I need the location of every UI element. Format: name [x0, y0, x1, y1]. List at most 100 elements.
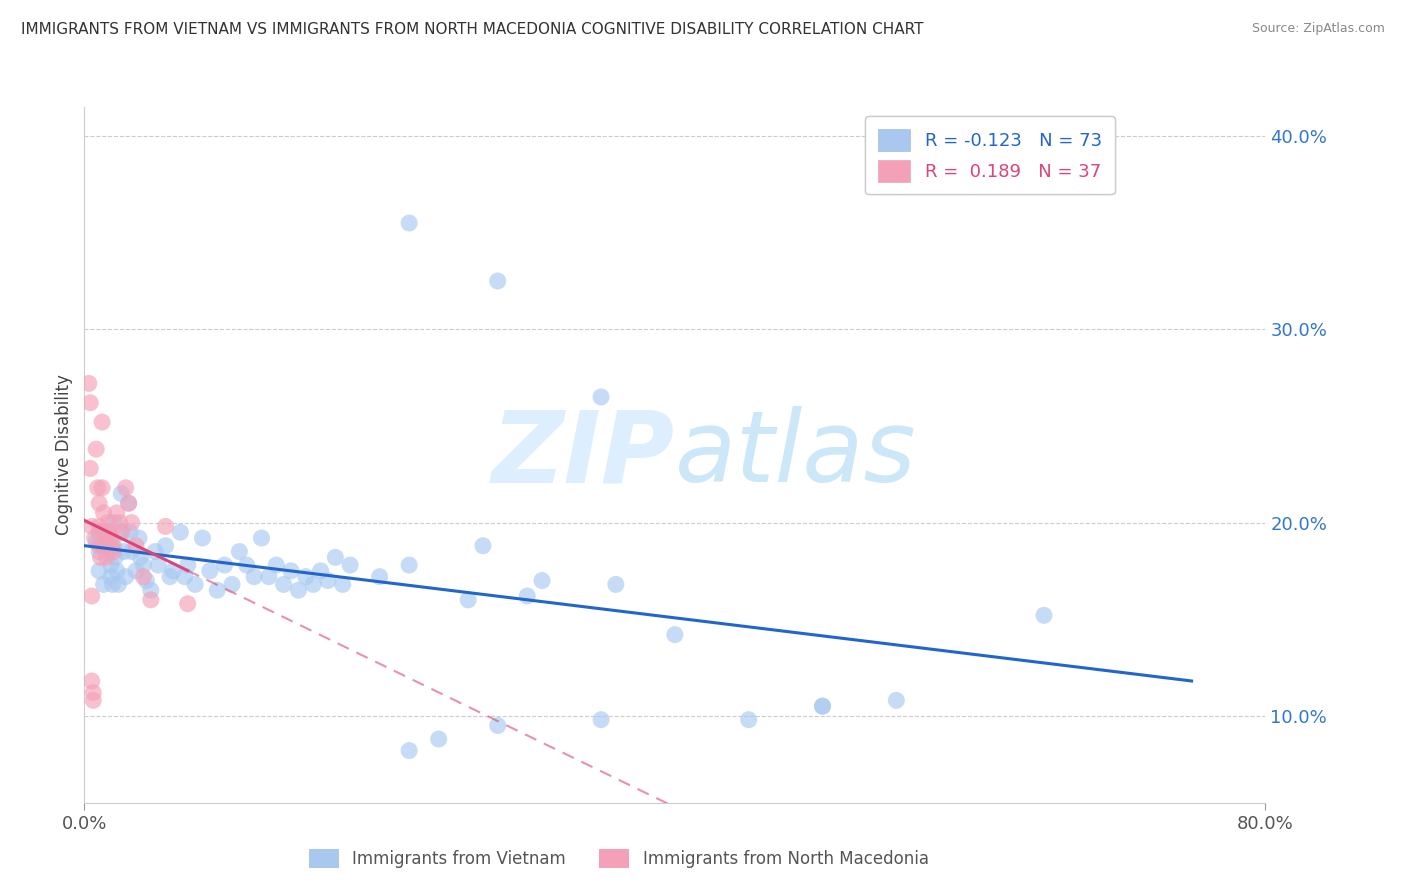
Point	[177, 597, 200, 611]
Point	[309, 564, 332, 578]
Point	[105, 506, 128, 520]
Point	[886, 693, 908, 707]
Point	[125, 564, 148, 578]
Point	[84, 442, 107, 456]
Point	[90, 550, 112, 565]
Point	[221, 577, 243, 591]
Point	[132, 558, 155, 573]
Point	[257, 570, 280, 584]
Point	[125, 539, 148, 553]
Point	[103, 539, 125, 553]
Point	[84, 534, 107, 549]
Point	[91, 415, 114, 429]
Point	[169, 525, 191, 540]
Point	[98, 525, 121, 540]
Point	[605, 577, 627, 591]
Text: Source: ZipAtlas.com: Source: ZipAtlas.com	[1251, 22, 1385, 36]
Text: ZIP: ZIP	[492, 407, 675, 503]
Point	[79, 395, 101, 409]
Point	[94, 539, 117, 553]
Point	[132, 570, 155, 584]
Text: atlas: atlas	[675, 407, 917, 503]
Point	[110, 486, 132, 500]
Point	[96, 550, 118, 565]
Point	[107, 577, 129, 591]
Point	[77, 376, 100, 391]
Point	[339, 558, 361, 573]
Point	[811, 699, 834, 714]
Point	[128, 531, 150, 545]
Point	[148, 558, 170, 573]
Point	[114, 481, 136, 495]
Point	[101, 577, 124, 591]
Point	[97, 516, 120, 530]
Point	[207, 583, 229, 598]
Point	[121, 544, 143, 558]
Point	[86, 481, 108, 495]
Point	[139, 592, 162, 607]
Point	[111, 525, 134, 540]
Point	[664, 628, 686, 642]
Point	[398, 558, 420, 573]
Point	[398, 216, 420, 230]
Point	[486, 274, 509, 288]
Point	[93, 577, 115, 591]
Point	[79, 461, 101, 475]
Point	[135, 574, 157, 588]
Point	[1033, 608, 1056, 623]
Point	[118, 496, 141, 510]
Point	[80, 589, 103, 603]
Point	[100, 570, 122, 584]
Point	[191, 531, 214, 545]
Point	[87, 519, 111, 533]
Point	[427, 731, 450, 746]
Point	[112, 544, 135, 558]
Point	[83, 531, 105, 545]
Y-axis label: Cognitive Disability: Cognitive Disability	[55, 375, 73, 535]
Point	[155, 519, 177, 533]
Point	[97, 531, 120, 545]
Point	[516, 589, 538, 603]
Point	[114, 570, 136, 584]
Point	[591, 713, 613, 727]
Point	[811, 699, 834, 714]
Point	[91, 539, 114, 553]
Point	[332, 577, 354, 591]
Point	[236, 558, 259, 573]
Point	[87, 496, 111, 510]
Text: IMMIGRANTS FROM VIETNAM VS IMMIGRANTS FROM NORTH MACEDONIA COGNITIVE DISABILITY : IMMIGRANTS FROM VIETNAM VS IMMIGRANTS FR…	[21, 22, 924, 37]
Point	[295, 570, 318, 584]
Point	[266, 558, 288, 573]
Point	[118, 496, 141, 510]
Point	[87, 544, 111, 558]
Point	[159, 570, 181, 584]
Point	[398, 744, 420, 758]
Point	[531, 574, 554, 588]
Point	[93, 506, 115, 520]
Point	[139, 583, 162, 598]
Point	[162, 564, 184, 578]
Point	[129, 550, 152, 565]
Point	[87, 525, 111, 540]
Point	[87, 564, 111, 578]
Point	[91, 481, 114, 495]
Point	[143, 544, 166, 558]
Point	[101, 539, 124, 553]
Point	[100, 558, 122, 573]
Point	[472, 539, 495, 553]
Point	[110, 525, 132, 540]
Point	[82, 685, 104, 699]
Legend: R = -0.123   N = 73, R =  0.189   N = 37: R = -0.123 N = 73, R = 0.189 N = 37	[865, 116, 1115, 194]
Point	[250, 531, 273, 545]
Point	[82, 693, 104, 707]
Point	[103, 516, 125, 530]
Point	[120, 525, 142, 540]
Point	[103, 544, 125, 558]
Point	[243, 570, 266, 584]
Point	[87, 539, 111, 553]
Point	[173, 570, 195, 584]
Point	[198, 564, 221, 578]
Point	[121, 516, 143, 530]
Legend: Immigrants from Vietnam, Immigrants from North Macedonia: Immigrants from Vietnam, Immigrants from…	[302, 842, 935, 875]
Point	[486, 718, 509, 732]
